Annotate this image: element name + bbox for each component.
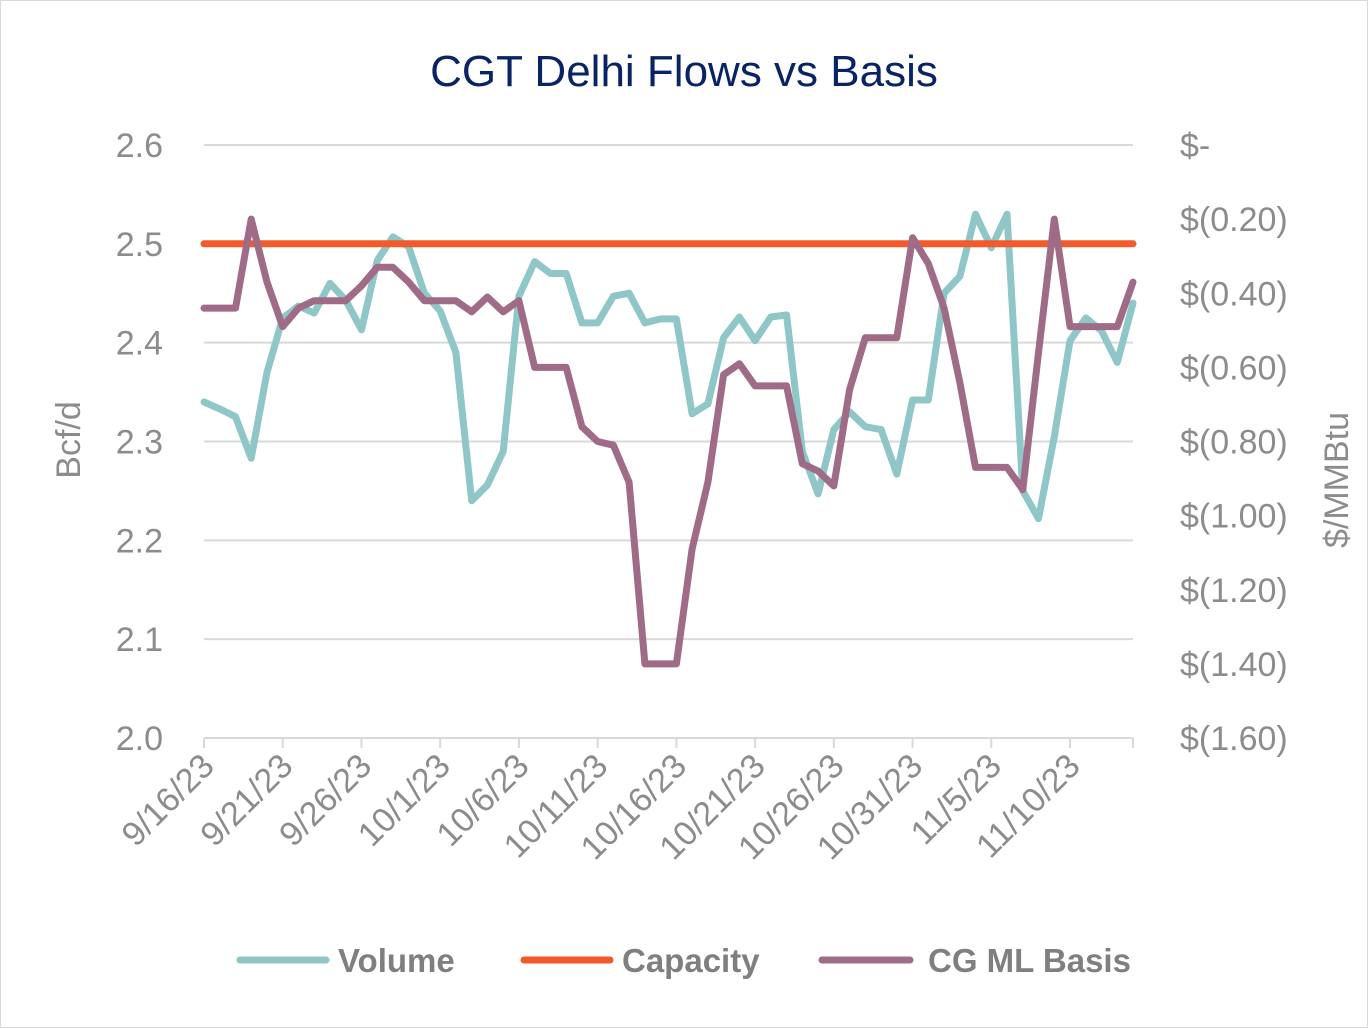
y-left-tick-label: 2.5 [116,226,163,264]
y-right-tick-label: $(0.80) [1180,424,1288,462]
y-left-tick-label: 2.2 [116,522,163,560]
left-axis-label: Bcf/d [50,401,88,478]
y-right-tick-label: $(0.60) [1180,349,1288,387]
gridlines [204,144,1133,641]
legend-label: Volume [338,942,455,979]
y-right-tick-label: $(1.60) [1180,720,1288,758]
y-right-tick-label: $(1.40) [1180,646,1288,684]
y-left-tick-label: 2.6 [116,127,163,165]
legend-label: CG ML Basis [928,942,1131,979]
y-left-tick-label: 2.0 [116,720,163,758]
left-y-axis: 2.6 2.5 2.4 2.3 2.2 2.1 2.0 [116,127,163,758]
y-right-tick-label: $- [1180,127,1210,165]
chart-title: CGT Delhi Flows vs Basis [430,47,938,96]
series-lines [200,210,1137,668]
right-axis-label: $/MMBtu [1318,412,1356,548]
y-right-tick-label: $(0.20) [1180,201,1288,239]
series-line-cg-ml-basis [200,215,1137,668]
series-line-volume [200,210,1137,523]
y-right-tick-label: $(1.20) [1180,572,1288,610]
y-right-tick-label: $(0.40) [1180,275,1288,313]
legend: Volume Capacity CG ML Basis [236,942,1131,979]
y-left-tick-label: 2.1 [116,621,163,659]
x-axis: 9/16/239/21/239/26/2310/1/2310/6/2310/11… [115,737,1134,867]
legend-label: Capacity [622,942,760,979]
y-left-tick-label: 2.4 [116,325,163,363]
right-y-axis: $- $(0.20) $(0.40) $(0.60) $(0.80) $(1.00) $(1… [1180,127,1288,758]
y-left-tick-label: 2.3 [116,424,163,462]
y-right-tick-label: $(1.00) [1180,498,1288,536]
